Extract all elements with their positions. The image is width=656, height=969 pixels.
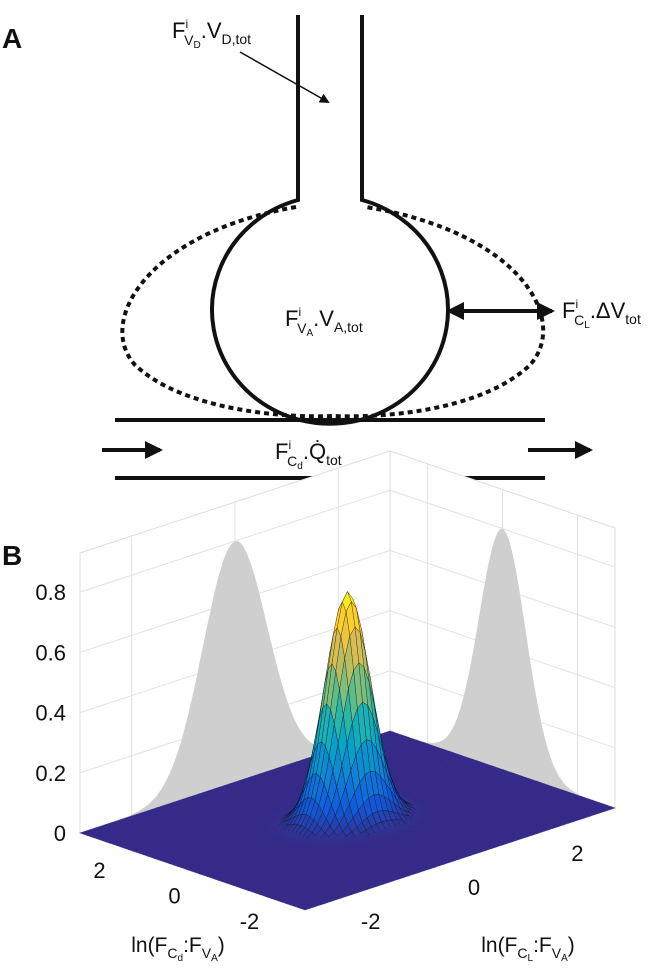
- label-part: D,tot: [222, 31, 252, 47]
- label-part: :F: [183, 934, 202, 957]
- label-part: i: [575, 297, 578, 311]
- y-tick-label: -2: [361, 909, 381, 934]
- panel-b: B ln(FCd:FVA) ln(FCL:FVA) 0 0.2 0.4 0.6 0.8 -…: [2, 451, 615, 964]
- alveolar-label: FiVA.VA,tot: [285, 305, 363, 339]
- label-part: C: [167, 945, 177, 961]
- panel-letter: A: [2, 23, 22, 54]
- label-part: A,tot: [334, 319, 363, 335]
- x-tick-label: -2: [240, 909, 260, 934]
- label-part: C: [517, 945, 527, 961]
- dead-space-label: FiVD.VD,tot: [172, 17, 251, 51]
- perfusion-label: FiCd.Q̇tot: [275, 438, 342, 472]
- y-axis-label: ln(FCL:FVA): [481, 934, 575, 964]
- z-tick-label: 0.6: [35, 640, 66, 665]
- label-part: D: [193, 40, 200, 51]
- compliance-label: FiCL.ΔVtot: [562, 297, 641, 331]
- label-part: ln(F: [481, 934, 517, 957]
- label-part: Q̇: [309, 439, 326, 464]
- y-tick-label: 0: [468, 875, 480, 900]
- alveolus: [212, 15, 448, 424]
- label-part: ): [218, 934, 225, 957]
- label-part: tot: [625, 311, 641, 327]
- label-part: ): [568, 934, 575, 957]
- pointer-arrow: [240, 52, 328, 102]
- panel-letter: B: [2, 540, 22, 571]
- label-part: tot: [326, 452, 342, 468]
- label-part: .V: [313, 306, 334, 331]
- label-part: C: [287, 453, 297, 469]
- label-part: .V: [201, 18, 222, 43]
- label-part: :F: [533, 934, 552, 957]
- z-tick-label: 0.2: [35, 761, 66, 786]
- label-part: i: [185, 17, 188, 31]
- label-part: ln(F: [131, 934, 167, 957]
- label-part: C: [574, 312, 584, 328]
- z-tick-label: 0: [54, 821, 66, 846]
- z-tick-label: 0.8: [35, 580, 66, 605]
- label-part: i: [288, 438, 291, 452]
- label-part: .ΔV: [590, 298, 626, 323]
- label-part: i: [298, 305, 301, 319]
- panel-a: A FiVD.VD,tot FiVA.VA,tot FiCL.ΔVtot FiC…: [2, 15, 641, 478]
- y-tick-label: 2: [571, 841, 583, 866]
- x-axis-label: ln(FCd:FVA): [131, 934, 225, 964]
- z-tick-label: 0.4: [35, 701, 66, 726]
- plot-area: 0 0.2 0.4 0.6 0.8 -2 0 2 2 0 -2: [35, 451, 615, 934]
- x-tick-label: 2: [93, 858, 105, 883]
- x-tick-label: 0: [168, 884, 180, 909]
